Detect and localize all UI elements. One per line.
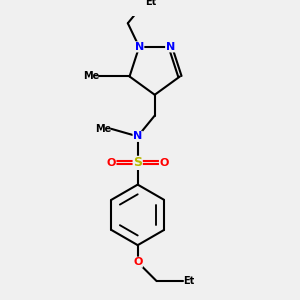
Text: S: S bbox=[133, 156, 142, 170]
Text: Et: Et bbox=[183, 276, 194, 286]
Text: N: N bbox=[134, 42, 144, 52]
Text: Et: Et bbox=[145, 0, 156, 8]
Text: Me: Me bbox=[83, 71, 99, 82]
Text: N: N bbox=[133, 131, 142, 141]
Text: Me: Me bbox=[95, 124, 111, 134]
Text: N: N bbox=[166, 42, 175, 52]
Text: O: O bbox=[160, 158, 169, 168]
Text: O: O bbox=[106, 158, 116, 168]
Text: O: O bbox=[133, 257, 142, 267]
